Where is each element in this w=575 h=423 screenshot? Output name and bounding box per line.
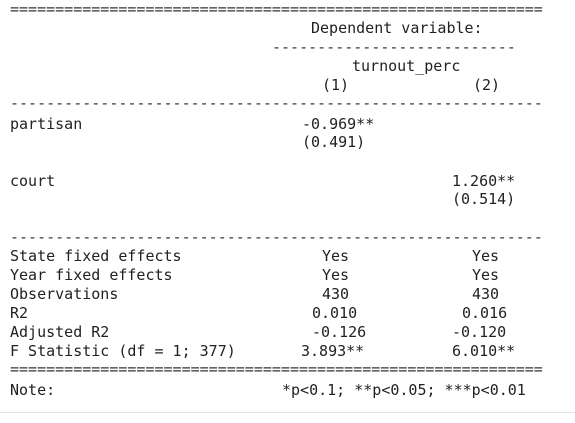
coef-label-partisan: partisan: [10, 115, 83, 133]
coef-bottom-rule: ----------------------------------------…: [10, 232, 543, 242]
stat-col2: Yes: [472, 266, 500, 284]
variable-name: turnout_perc: [352, 57, 461, 75]
stat-col1: 3.893**: [301, 342, 365, 360]
output-bottom-border: [0, 412, 575, 413]
stat-col1: 430: [322, 285, 350, 303]
stat-label: State fixed effects: [10, 247, 182, 265]
stat-col2: 430: [472, 285, 500, 303]
header-partial-rule: ---------------------------: [272, 42, 516, 52]
stat-label: Observations: [10, 285, 119, 303]
header-bottom-rule: ----------------------------------------…: [10, 98, 543, 108]
note-text: *p<0.1; **p<0.05; ***p<0.01: [282, 381, 526, 399]
stat-col1: Yes: [322, 266, 350, 284]
bottom-double-rule: ========================================…: [10, 364, 543, 374]
column-header-1: (1): [322, 76, 350, 94]
stat-col1: 0.010: [312, 304, 358, 322]
coef-partisan-col1: -0.969**: [302, 115, 375, 133]
note-label: Note:: [10, 381, 56, 399]
stat-label: R2: [10, 304, 29, 322]
column-header-2: (2): [473, 76, 501, 94]
coef-court-col2: 1.260**: [452, 172, 516, 190]
stat-col1: Yes: [322, 247, 350, 265]
stat-col1: -0.126: [312, 323, 367, 341]
coef-label-court: court: [10, 172, 56, 190]
se-court-col2: (0.514): [452, 190, 516, 208]
stat-col2: 0.016: [462, 304, 508, 322]
dependent-variable-label: Dependent variable:: [311, 19, 483, 37]
stat-label: Adjusted R2: [10, 323, 110, 341]
top-double-rule: ========================================…: [10, 4, 543, 14]
stat-col2: Yes: [472, 247, 500, 265]
stat-col2: -0.120: [452, 323, 507, 341]
stat-label: F Statistic (df = 1; 377): [10, 342, 236, 360]
se-partisan-col1: (0.491): [302, 133, 366, 151]
stat-col2: 6.010**: [452, 342, 516, 360]
stat-label: Year fixed effects: [10, 266, 173, 284]
